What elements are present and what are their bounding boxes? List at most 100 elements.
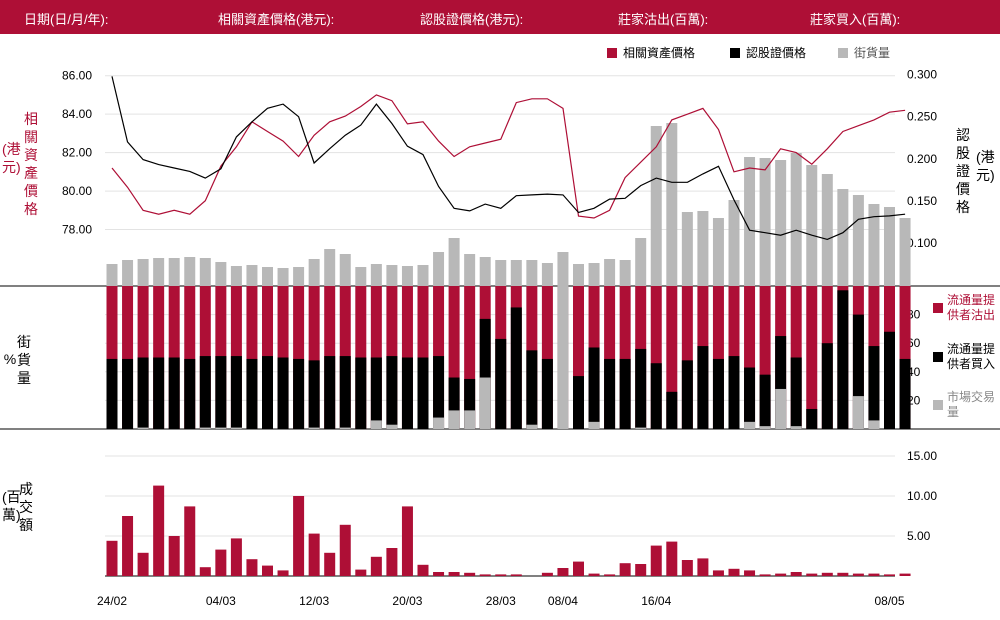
header-warrant-price: 認股證價格(港元): [420, 12, 524, 27]
outstanding-bar [262, 267, 273, 286]
right-price-tick-label: 0.150 [907, 194, 937, 208]
lp-buy-bar [650, 363, 662, 429]
turnover-bar [744, 570, 756, 576]
outstanding-bar [557, 252, 569, 286]
market-volume-bar [775, 388, 787, 429]
legend-warrant: 認股證價格 [730, 44, 806, 61]
lp-buy-bar [355, 357, 367, 429]
legend-warrant-swatch [730, 47, 740, 58]
turnover-axis-unit: (百萬) [2, 489, 21, 523]
asset-price-line [111, 94, 906, 219]
turnover-tick-label: 10.00 [907, 489, 937, 503]
lp-buy-bar [681, 360, 693, 429]
outstanding-bar [635, 238, 647, 286]
outstanding-bar [246, 265, 258, 286]
left-price-tick-label: 80.00 [62, 184, 92, 198]
lp-buy-bar [122, 358, 134, 429]
outstanding-bar [199, 258, 211, 286]
left-price-axis-unit: (港元) [2, 141, 21, 175]
lp-sell-bar [666, 286, 678, 429]
outstanding-bar [230, 266, 242, 286]
market-volume-bar [386, 424, 398, 429]
turnover-bar [588, 573, 600, 576]
outstanding-bar [588, 263, 600, 286]
header-dealer-sell: 莊家沽出(百萬): [618, 12, 709, 27]
outstanding-bar [619, 260, 631, 286]
right-price-tick-label: 0.200 [907, 152, 937, 166]
turnover-bar [262, 565, 273, 576]
lp-buy-bar [339, 356, 351, 429]
turnover-bar [884, 574, 895, 576]
outstanding-bar [790, 153, 802, 286]
lp-buy-bar [619, 358, 631, 429]
market-volume-bar [199, 427, 211, 429]
lp-buy-bar [635, 348, 647, 429]
lp-sell-bar [681, 286, 693, 429]
lp-sell-bar [604, 286, 616, 429]
turnover-bar [868, 573, 880, 576]
lp-buy-bar [899, 358, 911, 429]
lp-buy-bar [137, 357, 149, 429]
turnover-bar [681, 560, 693, 576]
outstanding-bar [293, 267, 305, 286]
outstanding-bar [495, 260, 507, 286]
legend-lp-sell-label: 流通量提供者沽出 [947, 293, 996, 322]
market-volume-bar [308, 427, 320, 429]
lp-buy-bar [541, 358, 553, 429]
outstanding-bar [433, 252, 445, 286]
outstanding-bar [744, 157, 756, 286]
lp-buy-bar [464, 378, 476, 429]
turnover-bar [355, 569, 367, 576]
market-volume-bar [588, 421, 600, 429]
market-volume-bar [215, 427, 227, 429]
outstanding-bar [324, 249, 336, 286]
outstanding-bar [510, 260, 522, 286]
turnover-tick-label: 5.00 [907, 529, 931, 543]
lp-sell-bar [308, 286, 320, 429]
x-tick-label: 20/03 [392, 594, 422, 608]
legend-outstanding-label: 街貨量 [854, 46, 891, 60]
lp-buy-bar [526, 350, 538, 429]
lp-sell-bar [541, 286, 553, 429]
outstanding-bar [526, 260, 538, 286]
lp-sell-bar [184, 286, 196, 429]
market-volume-bar [137, 427, 149, 429]
turnover-bar [899, 573, 911, 576]
turnover-bar [370, 556, 382, 576]
turnover-bar [215, 549, 227, 576]
outstanding-bar [650, 126, 662, 286]
turnover-bar [790, 572, 802, 576]
outstanding-bar [448, 238, 460, 286]
lp-sell-bar [806, 286, 818, 429]
outstanding-bar [184, 257, 196, 286]
outstanding-bar [308, 259, 320, 286]
right-price-axis-title: 認股證價格 [956, 127, 970, 215]
lp-sell-bar [106, 286, 118, 429]
lp-sell-bar [293, 286, 305, 429]
market-volume-bar [230, 427, 242, 429]
turnover-bar [666, 541, 678, 576]
legend-lp-sell-swatch [933, 303, 943, 313]
outstanding-bar [355, 267, 367, 286]
left-price-tick-label: 78.00 [62, 223, 92, 237]
warrant-price-line [111, 76, 906, 241]
lp-sell-bar [899, 286, 911, 429]
turnover-bar [806, 573, 818, 576]
lp-sell-bar [712, 286, 724, 429]
lp-buy-bar [759, 374, 771, 429]
lp-sell-bar [122, 286, 134, 429]
lp-sell-bar [650, 286, 662, 429]
turnover-bar [697, 558, 709, 576]
outstanding-bar [837, 189, 849, 286]
lp-buy-bar [868, 346, 880, 429]
lp-sell-bar [619, 286, 631, 429]
lp-sell-bar [759, 286, 771, 429]
lp-buy-bar [448, 377, 460, 429]
header-bar: 日期(日/月/年): 相關資產價格(港元): 認股證價格(港元): 莊家沽出(百… [0, 0, 1000, 34]
x-tick-label: 08/04 [548, 594, 578, 608]
market-volume-bar [370, 420, 382, 429]
market-volume-bar [464, 410, 476, 429]
turnover-bar [106, 540, 118, 576]
x-tick-label: 28/03 [486, 594, 516, 608]
turnover-axis-title: 成交額 [19, 481, 33, 533]
